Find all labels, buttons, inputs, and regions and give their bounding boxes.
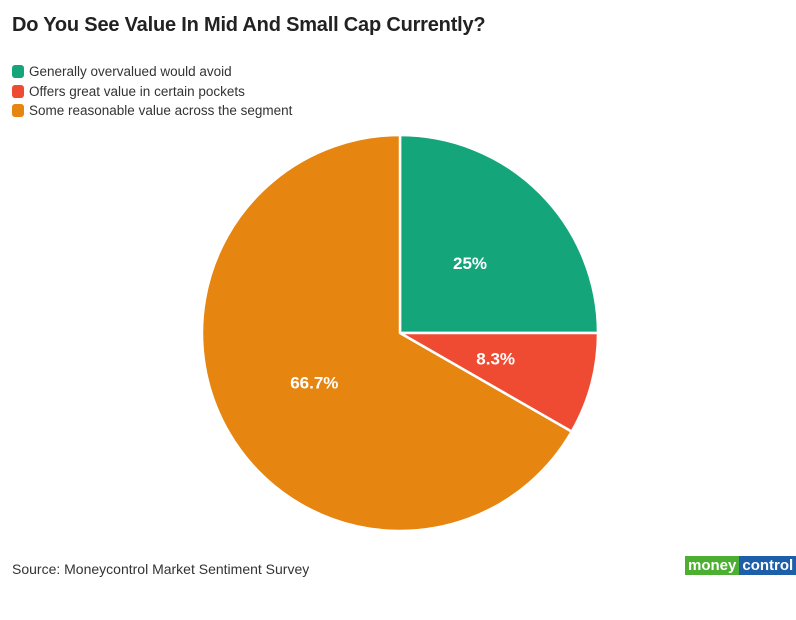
pie-slice — [398, 331, 600, 433]
legend-label: Generally overvalued would avoid — [29, 64, 232, 80]
legend-item: Some reasonable value across the segment — [12, 101, 292, 121]
pie-slice — [398, 133, 600, 335]
chart-title: Do You See Value In Mid And Small Cap Cu… — [12, 14, 486, 36]
slice-label: 66.7% — [290, 374, 338, 393]
legend-item: Generally overvalued would avoid — [12, 62, 292, 82]
slice-label: 25% — [453, 254, 487, 273]
logo-part2: control — [739, 556, 796, 575]
slice-label: 8.3% — [476, 350, 515, 369]
legend: Generally overvalued would avoid Offers … — [12, 62, 292, 121]
legend-swatch — [12, 84, 24, 98]
source-note: Source: Moneycontrol Market Sentiment Su… — [12, 561, 310, 577]
legend-item: Offers great value in certain pockets — [12, 82, 292, 102]
legend-label: Offers great value in certain pockets — [29, 83, 245, 99]
legend-label: Some reasonable value across the segment — [29, 103, 293, 119]
pie-slice — [200, 133, 573, 533]
legend-swatch — [12, 65, 24, 79]
moneycontrol-logo: money control — [685, 556, 796, 575]
legend-swatch — [12, 104, 24, 118]
logo-part1: money — [685, 556, 740, 575]
